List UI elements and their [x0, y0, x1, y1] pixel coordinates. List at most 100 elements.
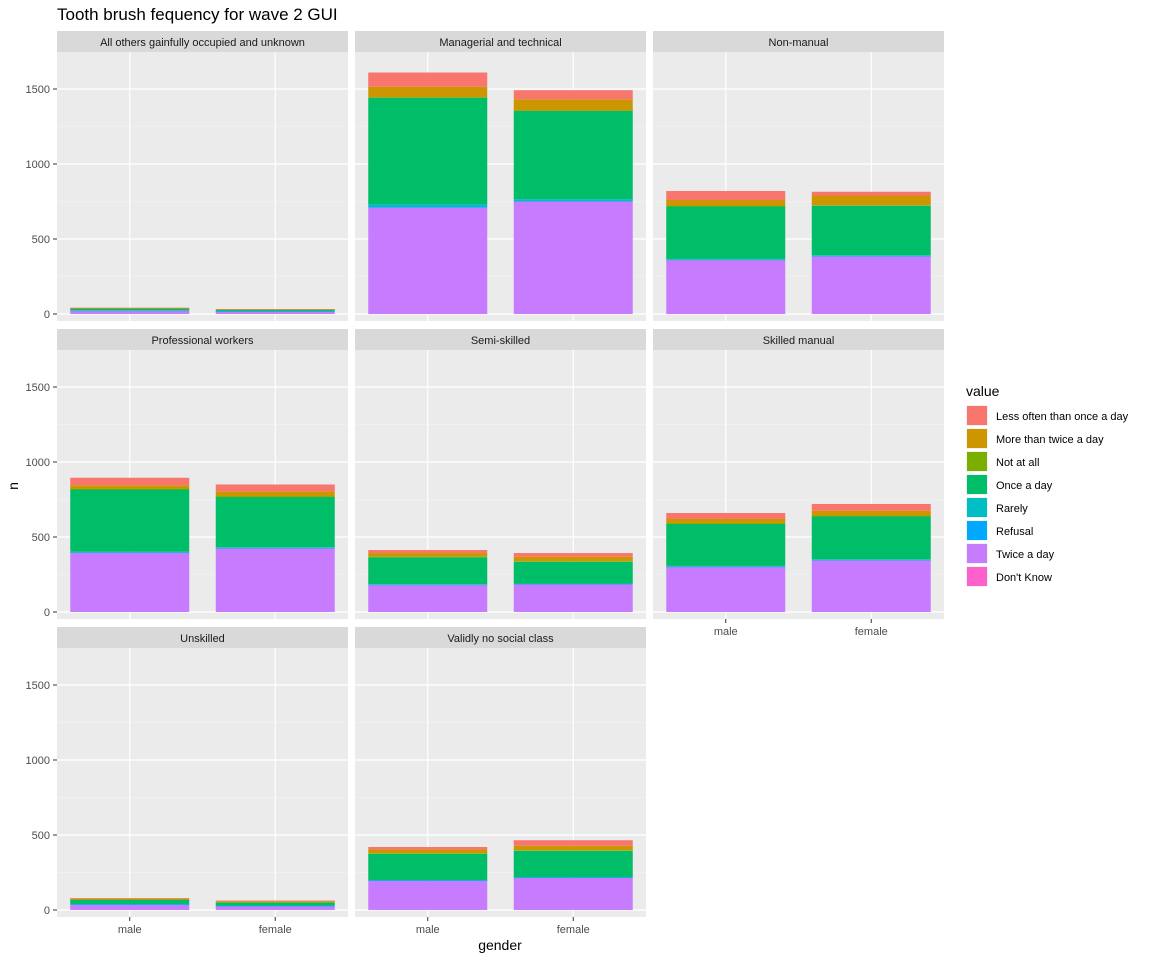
y-tick-label: 500 [32, 234, 50, 246]
y-tick-label: 500 [32, 830, 50, 842]
bar-segment [70, 897, 190, 899]
bar-segment [70, 308, 190, 311]
bar-segment [666, 259, 786, 261]
bar-segment [70, 477, 190, 486]
bar-segment [666, 566, 786, 568]
legend-swatch [967, 475, 987, 494]
facet-strip [653, 329, 944, 350]
facet-panel: All others gainfully occupied and unknow… [26, 31, 348, 321]
bar-segment [513, 110, 633, 111]
legend-swatch [967, 567, 987, 586]
bar-segment [368, 846, 488, 850]
facet-strip [57, 627, 348, 648]
bar-segment [215, 906, 335, 910]
bar-segment [811, 191, 931, 196]
bar-segment [215, 496, 335, 497]
bar-segment [513, 90, 633, 100]
legend-label: Refusal [996, 526, 1033, 538]
y-axis-label: n [5, 482, 21, 490]
bar-segment [513, 99, 633, 111]
legend-title: value [966, 383, 1000, 399]
y-tick-label: 1000 [26, 755, 50, 767]
x-tick-label: female [855, 626, 888, 638]
bar-segment [70, 898, 190, 900]
facet-strip-label: Unskilled [180, 633, 225, 645]
facet-strip-label: Non-manual [769, 37, 829, 49]
bar-segment [666, 199, 786, 206]
bar-segment [513, 561, 633, 562]
bar-segment [70, 552, 190, 553]
facet-strip [57, 31, 348, 52]
bar-segment [811, 195, 931, 206]
legend-item: Twice a day [966, 543, 1055, 564]
facet-strip [355, 329, 646, 350]
facet-panel: Managerial and technical [355, 31, 646, 321]
legend-item: Less often than once a day [966, 405, 1129, 426]
bar-segment [215, 309, 335, 310]
y-tick-label: 0 [44, 905, 50, 917]
facet-strip-label: Managerial and technical [439, 37, 561, 49]
bar-segment [513, 201, 633, 314]
bar-segment [368, 204, 488, 208]
facet-strip [57, 329, 348, 350]
legend-item: Once a day [966, 474, 1053, 495]
facet-panel: Unskilled 0 500 1000 1500 male female [26, 627, 348, 936]
bar-segment [666, 565, 786, 567]
bar-segment [513, 561, 633, 584]
facet-strip [355, 627, 646, 648]
bar-segment [215, 902, 335, 903]
facet-grid: All others gainfully occupied and unknow… [26, 31, 944, 936]
bar-segment [368, 584, 488, 586]
bar-segment [666, 259, 786, 314]
bar-segment [215, 309, 335, 311]
bar-segment [368, 207, 488, 208]
bar-segment [215, 309, 335, 310]
y-tick-label: 1000 [26, 159, 50, 171]
bar-segment [513, 556, 633, 562]
facet-strip-label: Semi-skilled [471, 335, 530, 347]
facet-strip [653, 31, 944, 52]
x-tick-label: male [118, 924, 142, 936]
legend-swatch [967, 406, 987, 425]
bar-segment [513, 583, 633, 585]
bar-segment [513, 850, 633, 851]
facet-strip-label: All others gainfully occupied and unknow… [100, 37, 305, 49]
facet-strip [355, 31, 646, 52]
bar-segment [513, 201, 633, 202]
bar-segment [666, 205, 786, 207]
bar-segment [368, 557, 488, 585]
bar-segment [666, 518, 786, 524]
facet-panel: Professional workers 0 500 1000 1500 [26, 329, 348, 619]
bar-segment [70, 310, 190, 311]
x-tick-label: male [714, 626, 738, 638]
bar-segment [70, 310, 190, 314]
chart-title: Tooth brush fequency for wave 2 GUI [57, 5, 338, 24]
bar-segment [70, 899, 190, 900]
legend-swatch [967, 498, 987, 517]
legend-label: Twice a day [996, 549, 1055, 561]
bar-segment [666, 523, 786, 566]
bar-segment [513, 553, 633, 557]
bar-segment [215, 902, 335, 906]
bar-segment [70, 904, 190, 910]
legend-swatch [967, 452, 987, 471]
bar-segment [215, 901, 335, 903]
bar-segment [811, 515, 931, 517]
bar-segment [215, 491, 335, 497]
facet-panel: Validly no social class male female [355, 627, 646, 936]
facet-strip-label: Validly no social class [447, 633, 554, 645]
bar-segment [513, 845, 633, 851]
bar-segment [368, 853, 488, 854]
facet-panel: Non-manual [653, 31, 944, 321]
bar-segment [70, 904, 190, 905]
bar-segment [513, 877, 633, 910]
legend-swatch [967, 521, 987, 540]
bar-segment [215, 311, 335, 314]
bar-segment [368, 86, 488, 98]
legend-label: Less often than once a day [996, 411, 1129, 423]
bar-segment [215, 496, 335, 548]
bar-segment [811, 503, 931, 511]
bar-segment [811, 560, 931, 612]
bar-segment [215, 900, 335, 902]
